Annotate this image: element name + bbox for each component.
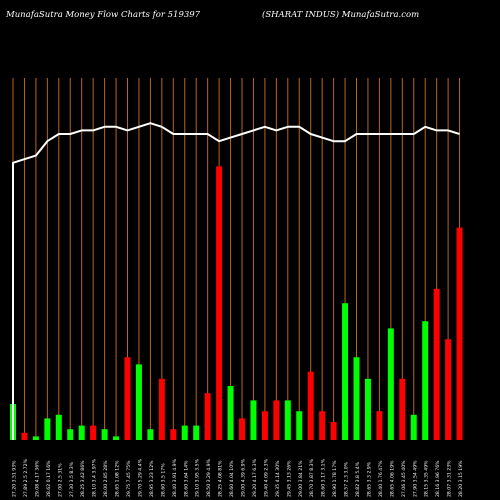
bar	[78, 425, 85, 440]
x-tick-label: 29.35 4.14 30%	[275, 460, 281, 497]
x-tick-label: 28.20 3.15 19%	[458, 460, 464, 497]
bar	[261, 411, 268, 440]
x-tick-label: 28.65 1.08 12%	[115, 460, 121, 497]
x-tick-label: 27.00 2.5 31%	[57, 463, 63, 497]
bar	[21, 432, 28, 440]
bar	[193, 425, 200, 440]
bar	[227, 386, 234, 440]
bar	[410, 414, 417, 440]
x-tick-label: 28.07 3.31 23%	[447, 460, 453, 497]
x-tick-label: 28.82 3.8 5.4%	[355, 461, 361, 497]
x-tick-label: 28.95 3.23 12%	[149, 460, 155, 497]
x-tick-label: 27.90 3.54 49%	[412, 460, 418, 497]
x-tick-label: 28.65 4.06 19%	[389, 460, 395, 497]
x-tick-label: 27.06 3.45 40%	[401, 460, 407, 497]
bar	[44, 418, 51, 440]
bar	[158, 378, 165, 440]
bar	[387, 328, 394, 440]
x-tick-label: 28.16 3.96 76%	[435, 460, 441, 497]
bar	[135, 364, 142, 440]
x-tick-label: 29.40 4.09 2.3%	[263, 458, 269, 497]
x-tick-label: 28.62 0.17 16%	[46, 460, 52, 497]
bar	[307, 371, 314, 440]
x-tick-label: 28.65 3.3 2.9%	[366, 461, 372, 497]
bar	[181, 425, 188, 440]
x-tick-label: 29.45 3.13 26%	[286, 460, 292, 497]
x-tick-label: 28.00 2.85 28%	[103, 460, 109, 497]
bar	[353, 357, 360, 440]
x-tick-label: 28.90 1.78 17%	[332, 460, 338, 497]
bar	[216, 166, 223, 440]
bar	[124, 357, 131, 440]
x-tick-label: 28.25 4.08 81%	[218, 460, 224, 497]
x-tick-label: 28.60 3.64 14%	[183, 460, 189, 497]
x-tick-label: 29.00 4.39 6.9%	[241, 458, 247, 497]
x-tick-label: 27.20 3.51 93%	[12, 460, 18, 497]
x-tick-label: 29.20 4.17 6.3%	[252, 458, 258, 497]
bar	[113, 436, 120, 440]
x-tick-label: 27.89 2.5 2.72%	[23, 458, 29, 497]
x-tick-label: 28.50 3.29 4.9%	[206, 458, 212, 497]
bar	[67, 429, 74, 440]
bar	[330, 422, 337, 440]
bar	[422, 321, 429, 440]
bar	[250, 400, 257, 440]
chart-subtitle: (SHARAT INDUS) MunafaSutra.com	[262, 10, 420, 20]
bar	[399, 378, 406, 440]
bar	[147, 429, 154, 440]
x-tick-label: 29.70 5.29 4.4%	[137, 458, 143, 497]
money-flow-line	[12, 122, 460, 440]
x-tick-label: 28.40 1.76 47%	[378, 460, 384, 497]
x-tick-label: 27.30 3.5 8.3%	[69, 461, 75, 497]
x-tick-label: 28.40 3.91 4.9%	[172, 458, 178, 497]
x-tick-label: 28.57 2.3 3.0%	[344, 461, 350, 497]
bar	[170, 429, 177, 440]
bar	[376, 411, 383, 440]
x-tick-label: 29.08 4.17 36%	[34, 460, 40, 497]
bar	[445, 339, 452, 440]
x-tick-label: 29.75 7.45 75%	[126, 460, 132, 497]
bar	[101, 429, 108, 440]
bar	[364, 378, 371, 440]
bar	[342, 303, 349, 440]
bar	[90, 425, 97, 440]
x-tick-label: 28.15 3.35 49%	[424, 460, 430, 497]
bar	[433, 288, 440, 440]
bar	[284, 400, 291, 440]
x-tick-label: 28.60 4.04 10%	[229, 460, 235, 497]
bar	[55, 414, 62, 440]
bar	[32, 436, 39, 440]
bar	[204, 393, 211, 440]
x-tick-label: 28.70 3.87 8.3%	[309, 458, 315, 497]
x-tick-label: 28.60 3.5 17%	[160, 463, 166, 497]
x-tick-label: 28.10 3.4 3.97%	[92, 458, 98, 497]
bar	[319, 411, 326, 440]
x-tick-label: 29.00 3.84 21%	[298, 460, 304, 497]
x-tick-label: 29.10 3.95 3.5%	[195, 458, 201, 497]
bar	[239, 418, 245, 440]
x-tick-label: 28.25 3.42 86%	[80, 460, 86, 497]
bar	[456, 227, 463, 440]
chart-title: MunafaSutra Money Flow Charts for 519397	[6, 10, 201, 20]
x-tick-label: 28.60 3.17 3.1%	[321, 458, 327, 497]
bar	[273, 400, 280, 440]
bar	[296, 411, 303, 440]
